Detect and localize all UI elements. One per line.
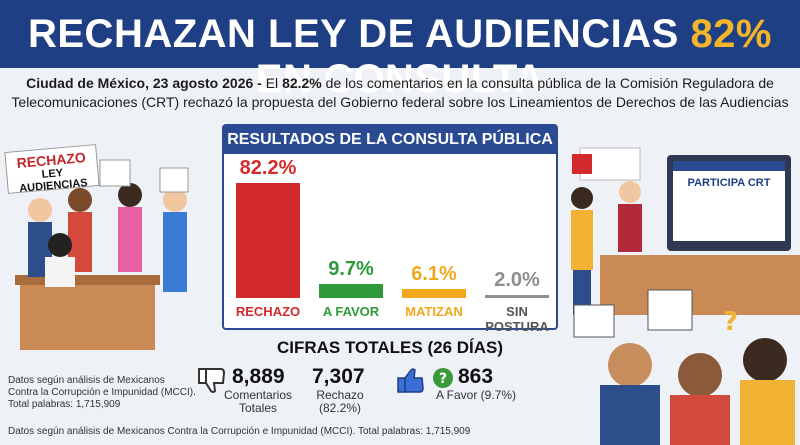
presenters-illustration: ? [571,147,800,445]
thumbs-up-icon [397,368,424,393]
stat-comments-number: 8,889 [232,365,285,388]
bar-category-label: A FAVOR [322,304,380,319]
bar-rechazo [236,182,300,298]
stat-favor-label: A Favor (9.7%) [435,388,517,402]
page-title: RECHAZAN LEY DE AUDIENCIAS 82% EN CONSUL… [27,12,772,101]
title-percentage: 82% [690,12,772,56]
protest-illustration [15,159,189,350]
totals-title: CIFRAS TOTALES (26 DÍAS) [276,338,504,357]
header-banner: RECHAZAN LEY DE AUDIENCIAS 82% EN CONSUL… [0,0,800,101]
bar-a-favor [319,284,383,298]
dateline: Ciudad de México, 23 agosto 2026 - [26,75,262,91]
bar-category-label: RECHAZO [235,304,301,319]
stat-comments-label: Comentarios Totales [223,388,293,415]
bar-sin-postura [485,295,549,298]
screen-title: PARTICIPA CRT [687,177,771,189]
chart-title: RESULTADOS DE LA CONSULTA PÚBLICA [224,126,556,154]
stat-reject-number: 7,307 [312,365,365,388]
bar-value-label: 2.0% [494,269,540,291]
svg-text:?: ? [723,307,738,337]
monitor-screen: PARTICIPA CRT [667,155,791,251]
svg-text:?: ? [439,371,447,387]
bar-category-label: SIN POSTURA [485,304,549,334]
lead-paragraph: Ciudad de México, 23 agosto 2026 - El 82… [11,75,789,110]
question-icon: ? [433,368,453,388]
source-note: Datos según análisis de Mexicanos Contra … [8,375,196,410]
bar-value-label: 6.1% [411,263,457,286]
bar-category-label: MATIZAN [405,304,463,319]
bar-value-label: 9.7% [328,258,374,281]
thumbs-down-icon [198,368,226,393]
bar-matizan [402,289,466,298]
stat-reject-label: Rechazo (82.2%) [316,388,364,415]
results-chart-panel: RESULTADOS DE LA CONSULTA PÚBLICA 82.2% R… [222,124,558,334]
footer-source: Datos según análisis de Mexicanos Contra… [8,426,471,437]
bar-value-label: 82.2% [239,156,297,179]
protest-sign: RECHAZO LEY AUDIENCIAS [4,144,100,195]
lead-percentage: 82.2% [282,75,322,91]
stat-favor-number: 863 [458,365,494,388]
